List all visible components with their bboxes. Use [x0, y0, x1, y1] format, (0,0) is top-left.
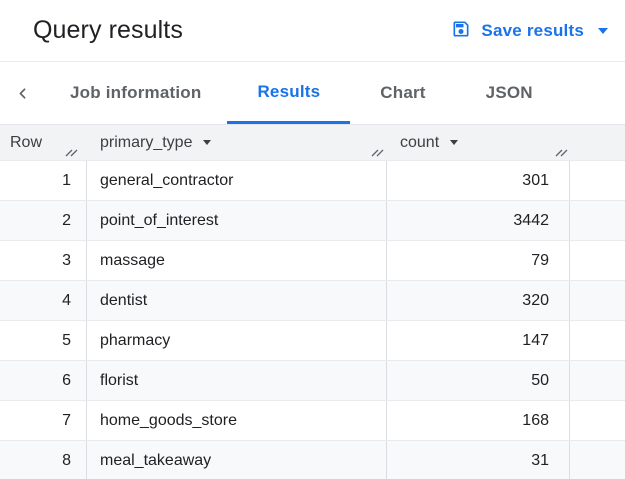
resize-handle-icon[interactable]	[65, 145, 78, 157]
sort-caret-icon[interactable]	[203, 140, 212, 145]
save-icon	[451, 19, 471, 42]
count-cell: 320	[387, 281, 570, 320]
row-number-cell: 2	[0, 201, 87, 240]
save-results-label: Save results	[481, 20, 584, 40]
save-results-button[interactable]: Save results	[451, 19, 608, 42]
tab-label: Job information	[70, 83, 202, 102]
row-number-cell: 1	[0, 161, 87, 200]
table-header: Row primary_type count	[0, 125, 625, 161]
primary-type-cell: massage	[87, 241, 387, 280]
row-number-cell: 4	[0, 281, 87, 320]
table-row: 7 home_goods_store 168	[0, 401, 625, 441]
column-label: count	[400, 133, 440, 151]
resize-handle-icon[interactable]	[555, 145, 568, 157]
resize-handle-icon[interactable]	[371, 145, 384, 157]
column-header-primary-type: primary_type	[87, 125, 387, 160]
column-label: primary_type	[100, 133, 193, 151]
caret-down-icon	[598, 27, 608, 34]
count-cell: 147	[387, 321, 570, 360]
row-number-cell: 7	[0, 401, 87, 440]
count-cell: 301	[387, 161, 570, 200]
spacer-cell	[570, 401, 625, 440]
primary-type-cell: dentist	[87, 281, 387, 320]
results-table-body: 1 general_contractor 301 2 point_of_inte…	[0, 161, 625, 479]
tab-label: Chart	[380, 83, 426, 102]
spacer-cell	[570, 201, 625, 240]
table-row: 6 florist 50	[0, 361, 625, 401]
spacer-cell	[570, 361, 625, 400]
results-header: Query results Save results	[0, 0, 625, 62]
sort-caret-icon[interactable]	[450, 140, 459, 145]
tab-job-information[interactable]: Job information	[44, 62, 227, 124]
spacer-cell	[570, 441, 625, 479]
tab-chart[interactable]: Chart	[350, 62, 455, 124]
column-label: Row	[10, 133, 43, 151]
count-cell: 31	[387, 441, 570, 479]
page-title: Query results	[33, 16, 183, 44]
primary-type-cell: general_contractor	[87, 161, 387, 200]
count-cell: 3442	[387, 201, 570, 240]
primary-type-cell: florist	[87, 361, 387, 400]
spacer-cell	[570, 321, 625, 360]
table-row: 8 meal_takeaway 31	[0, 441, 625, 479]
column-header-spacer	[570, 125, 625, 160]
spacer-cell	[570, 281, 625, 320]
count-cell: 79	[387, 241, 570, 280]
spacer-cell	[570, 241, 625, 280]
tab-bar: Job information Results Chart JSON	[0, 62, 625, 125]
table-row: 5 pharmacy 147	[0, 321, 625, 361]
table-row: 1 general_contractor 301	[0, 161, 625, 201]
count-cell: 50	[387, 361, 570, 400]
primary-type-cell: meal_takeaway	[87, 441, 387, 479]
primary-type-cell: home_goods_store	[87, 401, 387, 440]
spacer-cell	[570, 161, 625, 200]
row-number-cell: 3	[0, 241, 87, 280]
column-header-row: Row	[0, 125, 87, 160]
row-number-cell: 8	[0, 441, 87, 479]
primary-type-cell: point_of_interest	[87, 201, 387, 240]
chevron-left-icon[interactable]	[0, 62, 44, 124]
table-row: 4 dentist 320	[0, 281, 625, 321]
row-number-cell: 5	[0, 321, 87, 360]
row-number-cell: 6	[0, 361, 87, 400]
column-header-count: count	[387, 125, 570, 160]
table-row: 3 massage 79	[0, 241, 625, 281]
primary-type-cell: pharmacy	[87, 321, 387, 360]
tab-json[interactable]: JSON	[456, 62, 563, 124]
table-row: 2 point_of_interest 3442	[0, 201, 625, 241]
tab-label: JSON	[485, 83, 533, 102]
tab-label: Results	[257, 81, 321, 101]
count-cell: 168	[387, 401, 570, 440]
tab-results[interactable]: Results	[227, 62, 351, 124]
